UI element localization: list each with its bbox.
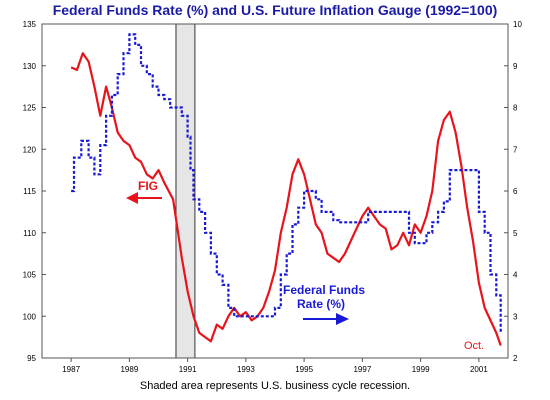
fed-funds-arrow [303, 313, 349, 325]
x-tick-label: 1991 [179, 365, 197, 374]
left-tick-label: 105 [23, 271, 37, 280]
fed-funds-series-line [71, 33, 502, 333]
x-tick-label: 1997 [353, 365, 371, 374]
x-tick-label: 1993 [237, 365, 255, 374]
right-tick-label: 5 [513, 229, 518, 238]
left-tick-label: 100 [23, 312, 37, 321]
left-axis: 95 100 105 110 115 120 125 130 135 [23, 20, 46, 363]
right-axis: 2 3 4 5 6 7 8 9 10 [504, 20, 522, 363]
x-axis: 1987 1989 1991 1993 1995 1997 1999 2001 [62, 358, 488, 374]
fed-funds-label-line2: Rate (%) [297, 297, 345, 311]
fig-label: FIG [138, 179, 158, 193]
fed-funds-label-line1: Federal Funds [283, 283, 365, 297]
left-tick-label: 130 [23, 62, 37, 71]
left-tick-label: 135 [23, 20, 37, 29]
right-tick-label: 3 [513, 312, 518, 321]
left-tick-label: 125 [23, 104, 37, 113]
x-tick-label: 1989 [120, 365, 138, 374]
right-tick-label: 2 [513, 354, 518, 363]
right-tick-label: 7 [513, 145, 518, 154]
fig-series-line [70, 52, 502, 346]
right-tick-label: 10 [513, 20, 522, 29]
x-tick-label: 2001 [470, 365, 488, 374]
series-layer [70, 33, 502, 346]
right-tick-label: 8 [513, 104, 518, 113]
right-tick-label: 9 [513, 62, 518, 71]
fig-arrow [126, 192, 162, 204]
chart-title: Federal Funds Rate (%) and U.S. Future I… [52, 2, 498, 18]
left-tick-label: 95 [27, 354, 36, 363]
chart-footnote: Shaded area represents U.S. business cyc… [139, 380, 411, 392]
right-tick-label: 4 [513, 271, 518, 280]
oct-label: Oct. [464, 340, 484, 352]
left-tick-label: 110 [23, 229, 36, 238]
x-tick-label: 1999 [412, 365, 430, 374]
x-tick-label: 1995 [295, 365, 313, 374]
right-tick-label: 6 [513, 187, 518, 196]
left-tick-label: 115 [23, 187, 36, 196]
left-tick-label: 120 [23, 145, 37, 154]
x-tick-label: 1987 [62, 365, 80, 374]
